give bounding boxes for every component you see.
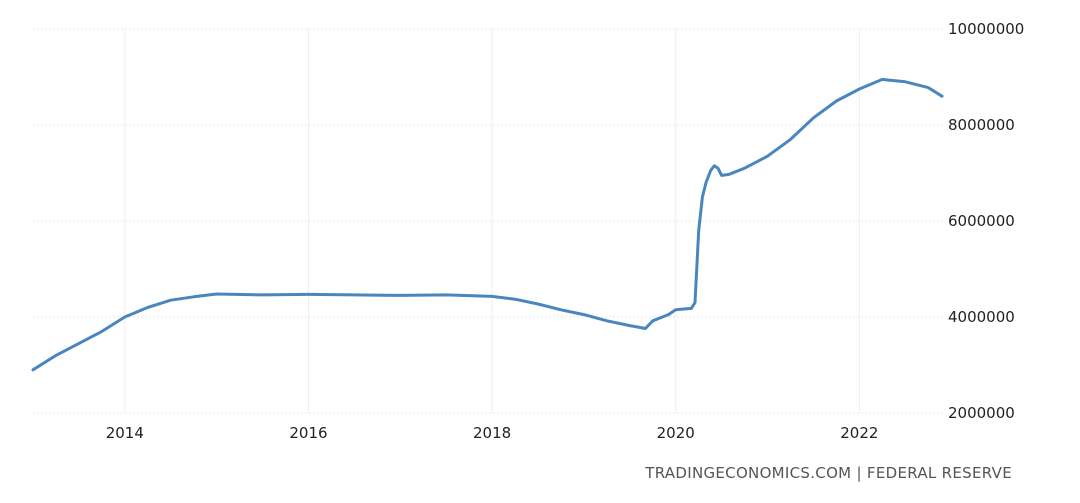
x-axis-tick-labels: 2014 2016 2018 2020 2022 xyxy=(106,424,879,442)
y-tick-label: 10000000 xyxy=(948,20,1024,38)
x-tick-label: 2018 xyxy=(473,424,511,442)
y-tick-label: 4000000 xyxy=(948,308,1015,326)
x-tick-label: 2016 xyxy=(289,424,327,442)
x-tick-label: 2020 xyxy=(657,424,695,442)
horizontal-gridlines xyxy=(33,28,942,414)
y-tick-label: 8000000 xyxy=(948,116,1015,134)
y-tick-label: 2000000 xyxy=(948,404,1015,422)
source-attribution: TRADINGECONOMICS.COM | FEDERAL RESERVE xyxy=(645,464,1012,482)
series-layer xyxy=(31,77,944,372)
x-tick-label: 2014 xyxy=(106,424,144,442)
x-tick-label: 2022 xyxy=(840,424,878,442)
y-axis-tick-labels: 2000000 4000000 6000000 8000000 10000000 xyxy=(948,20,1024,422)
y-tick-label: 6000000 xyxy=(948,212,1015,230)
series-line xyxy=(31,77,944,372)
vertical-gridlines xyxy=(124,29,860,413)
